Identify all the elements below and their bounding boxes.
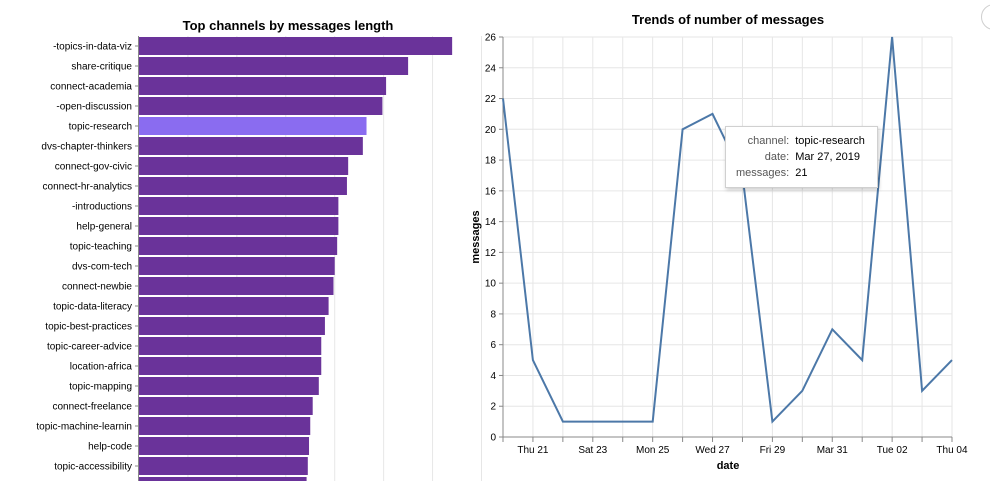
bar-category-label: topic-machine-learnin bbox=[36, 422, 132, 433]
bar-category-label: topic-research bbox=[69, 122, 132, 133]
bar-category-label: topic-best-practices bbox=[45, 322, 132, 333]
line-chart-y-tick-label: 12 bbox=[485, 248, 497, 259]
bar-category-label: -introductions bbox=[72, 202, 132, 213]
bar-connect-hr-analytics[interactable] bbox=[139, 177, 347, 195]
bar-category-label: share-critique bbox=[71, 62, 132, 73]
bar-category-label: dvs-chapter-thinkers bbox=[41, 142, 132, 153]
bar-connect-academia[interactable] bbox=[139, 77, 387, 95]
line-chart-x-axis-title: date bbox=[717, 460, 740, 472]
bar-category-label: topic-career-advice bbox=[47, 342, 132, 353]
line-chart-y-tick-label: 16 bbox=[485, 186, 497, 197]
tooltip-messages-value: 21 bbox=[795, 167, 808, 179]
bar-connect-newbie[interactable] bbox=[139, 277, 334, 295]
line-chart-y-tick-label: 20 bbox=[485, 125, 497, 136]
bar-dvs-chapter-thinkers[interactable] bbox=[139, 137, 363, 155]
line-chart-x-tick-label: Mar 31 bbox=[817, 445, 849, 456]
bar-category-label: connect-hr-analytics bbox=[43, 182, 132, 193]
bar-topic-teaching[interactable] bbox=[139, 237, 338, 255]
line-chart-grid bbox=[502, 36, 953, 438]
bar-topic-mapping[interactable] bbox=[139, 377, 319, 395]
bar-topic-machine-learnin[interactable] bbox=[139, 417, 311, 435]
bar-help-general[interactable] bbox=[139, 217, 339, 235]
bar-category-label: topic-mapping bbox=[69, 382, 132, 393]
bar-category-label: topic-accessibility bbox=[54, 462, 132, 473]
tooltip-date-value: Mar 27, 2019 bbox=[795, 151, 861, 163]
line-chart-y-axis-title: messages bbox=[470, 210, 482, 263]
tooltip-channel-value: topic-research bbox=[795, 135, 865, 147]
line-chart-y-tick-label: 26 bbox=[485, 33, 497, 44]
line-chart-y-tick-label: 24 bbox=[485, 63, 497, 74]
line-chart-x-tick-label: Fri 29 bbox=[760, 445, 786, 456]
bar-chart-category-labels: -topics-in-data-viz share-critique connect… bbox=[36, 42, 139, 473]
bar-category-label: connect-newbie bbox=[62, 282, 132, 293]
line-chart-x-tick-label: Thu 21 bbox=[517, 445, 549, 456]
bar-category-label: dvs-com-tech bbox=[72, 262, 132, 273]
tooltip-date-key: date: bbox=[764, 151, 790, 163]
bar-chart-marks[interactable] bbox=[139, 37, 453, 481]
bar-category-label: connect-academia bbox=[50, 82, 132, 93]
bar-category-label: help-general bbox=[76, 222, 132, 233]
line-chart-y-tick-label: 6 bbox=[490, 340, 496, 351]
bar-category-label: -open-discussion bbox=[56, 102, 132, 113]
line-chart-x-tick-label: Tue 02 bbox=[877, 445, 908, 456]
line-chart-y-tick-label: 22 bbox=[485, 94, 497, 105]
bar-connect-gov-civic[interactable] bbox=[139, 157, 349, 175]
tooltip-channel-key: channel: bbox=[747, 135, 790, 147]
bar-topic-research[interactable] bbox=[139, 117, 367, 135]
bar-chart-title: Top channels by messages length bbox=[183, 18, 394, 33]
line-chart-y-tick-label: 18 bbox=[485, 156, 497, 167]
line-chart-y-tick-label: 14 bbox=[485, 217, 497, 228]
bar-category-label: connect-gov-civic bbox=[55, 162, 132, 173]
bar-introductions[interactable] bbox=[139, 197, 339, 215]
tooltip-messages-key: messages: bbox=[736, 167, 790, 179]
bar-category-label: connect-freelance bbox=[53, 402, 133, 413]
line-chart-x-tick-label: Sat 23 bbox=[578, 445, 607, 456]
line-chart-x-tick-label: Wed 27 bbox=[695, 445, 730, 456]
line-chart-title: Trends of number of messages bbox=[632, 12, 824, 27]
bar-topic-data-literacy[interactable] bbox=[139, 297, 329, 315]
bar-category-label: topic-teaching bbox=[70, 242, 132, 253]
bar-share-critique[interactable] bbox=[139, 57, 409, 75]
bar-category-label: topic-data-literacy bbox=[53, 302, 132, 313]
bar-location-africa[interactable] bbox=[139, 357, 322, 375]
bar-category-label: help-code bbox=[88, 442, 132, 453]
line-chart-y-tick-label: 2 bbox=[490, 402, 496, 413]
bar-category-label: -topics-in-data-viz bbox=[53, 42, 132, 53]
bar-topic-best-practices[interactable] bbox=[139, 317, 325, 335]
line-chart-y-tick-label: 0 bbox=[490, 433, 496, 444]
chart-tooltip: channel: topic-research date: Mar 27, 20… bbox=[725, 126, 878, 188]
bar-help-code[interactable] bbox=[139, 437, 310, 455]
line-chart-y-tick-label: 4 bbox=[490, 371, 496, 382]
bar-connect-freelance[interactable] bbox=[139, 397, 313, 415]
bar-topics-in-data-viz[interactable] bbox=[139, 37, 453, 55]
line-chart-x-tick-label: Mon 25 bbox=[636, 445, 670, 456]
bar-topic-design[interactable] bbox=[139, 477, 307, 481]
line-chart-y-tick-label: 10 bbox=[485, 279, 497, 290]
line-chart-x-tick-label: Thu 04 bbox=[936, 445, 968, 456]
bar-open-discussion[interactable] bbox=[139, 97, 383, 115]
line-chart-y-tick-label: 8 bbox=[490, 309, 496, 320]
line-chart-series-line[interactable] bbox=[502, 36, 953, 424]
bar-dvs-com-tech[interactable] bbox=[139, 257, 335, 275]
bar-topic-accessibility[interactable] bbox=[139, 457, 308, 475]
bar-topic-career-advice[interactable] bbox=[139, 337, 322, 355]
bar-category-label: location-africa bbox=[70, 362, 133, 373]
